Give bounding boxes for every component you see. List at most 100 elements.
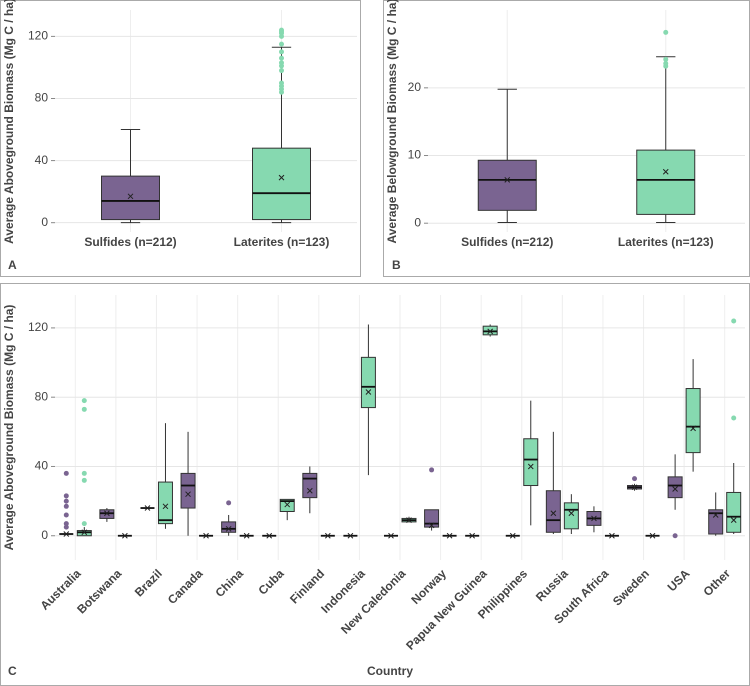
mean-marker <box>712 512 719 518</box>
outlier <box>63 470 69 476</box>
mean-marker <box>446 532 453 539</box>
mean-marker <box>662 168 669 175</box>
outlier <box>663 56 669 62</box>
mean-marker <box>225 525 232 532</box>
mean-marker <box>365 389 372 395</box>
box <box>636 149 696 215</box>
mean-marker <box>631 484 638 491</box>
x-tick-label: Cuba <box>255 566 286 597</box>
y-tick-label: 0 <box>414 215 421 229</box>
outlier <box>731 318 737 324</box>
mean-marker <box>81 529 88 536</box>
outlier <box>279 80 284 86</box>
box <box>685 388 701 454</box>
box <box>667 476 683 499</box>
mean-marker <box>104 510 110 517</box>
box <box>563 502 579 530</box>
x-tick-label: Russia <box>533 566 571 604</box>
mean-marker <box>278 174 285 181</box>
outlier <box>279 27 284 33</box>
outlier <box>63 498 69 504</box>
mean-marker <box>487 328 494 335</box>
box <box>477 159 537 211</box>
y-tick-label: 0 <box>41 215 48 229</box>
box <box>180 472 196 509</box>
y-axis-title: Average Belowground Biomass (Mg C / ha) <box>385 0 399 243</box>
mean-marker <box>243 532 250 539</box>
panel-frame <box>0 0 361 277</box>
outlier <box>63 524 69 530</box>
x-tick-label: Other <box>701 566 734 599</box>
y-tick-label: 40 <box>35 459 49 473</box>
mean-marker <box>690 425 696 432</box>
y-tick-label: 10 <box>408 148 422 162</box>
mean-marker <box>306 487 313 494</box>
outlier <box>279 68 284 74</box>
mean-marker <box>122 532 128 539</box>
box <box>101 175 160 221</box>
mean-marker <box>550 510 557 517</box>
mean-marker <box>185 491 191 498</box>
panel-label: B <box>392 258 401 272</box>
outlier <box>63 493 69 499</box>
y-axis-title: Average Aboveground Biomass (Mg C / ha) <box>2 0 16 244</box>
x-tick-label: Sweden <box>610 566 652 608</box>
mean-marker <box>347 532 354 539</box>
y-axis-title: Average Aboveground Biomass (Mg C / ha) <box>2 305 16 551</box>
outlier <box>81 398 87 404</box>
mean-marker <box>504 177 511 183</box>
box <box>157 481 173 525</box>
outlier <box>279 60 284 66</box>
outlier <box>63 521 69 527</box>
x-tick-label: Finland <box>287 566 327 606</box>
panel-frame <box>0 283 750 686</box>
box <box>252 147 311 221</box>
box <box>302 472 318 499</box>
y-tick-label: 120 <box>28 29 48 43</box>
outlier <box>81 406 87 412</box>
x-tick-label: Sulfides (n=212) <box>461 235 553 249</box>
outlier <box>63 512 69 518</box>
mean-marker <box>63 531 70 537</box>
box <box>545 490 561 533</box>
outlier <box>663 29 669 35</box>
outlier <box>63 503 69 509</box>
mean-marker <box>568 510 575 517</box>
box <box>523 438 539 487</box>
outlier <box>81 521 87 527</box>
x-tick-label: Norway <box>408 566 449 607</box>
y-tick-label: 0 <box>41 528 48 542</box>
x-tick-label: Canada <box>165 566 206 607</box>
box <box>708 509 724 535</box>
mean-marker <box>428 522 435 529</box>
mean-marker <box>591 515 597 522</box>
outlier <box>279 55 284 61</box>
mean-marker <box>144 505 151 511</box>
mean-marker <box>509 532 516 539</box>
mean-marker <box>127 193 134 200</box>
box <box>221 521 237 533</box>
outlier <box>672 533 678 539</box>
mean-marker <box>649 532 656 539</box>
outlier <box>663 60 669 66</box>
mean-marker <box>203 532 209 539</box>
box <box>726 491 742 533</box>
x-tick-label: Laterites (n=123) <box>234 235 330 249</box>
mean-marker <box>469 532 476 539</box>
mean-marker <box>406 517 412 524</box>
outlier <box>81 470 87 476</box>
mean-marker <box>162 503 169 510</box>
x-tick-label: Botswana <box>74 566 124 616</box>
x-tick-label: Brazil <box>132 566 165 599</box>
outlier <box>226 500 232 506</box>
mean-marker <box>324 532 331 539</box>
mean-marker <box>266 532 273 539</box>
y-tick-label: 40 <box>35 153 49 167</box>
outlier <box>731 415 737 421</box>
y-tick-label: 20 <box>408 80 422 94</box>
mean-marker <box>284 501 291 508</box>
x-axis-title: Country <box>367 664 413 678</box>
panel-label: C <box>8 664 17 678</box>
